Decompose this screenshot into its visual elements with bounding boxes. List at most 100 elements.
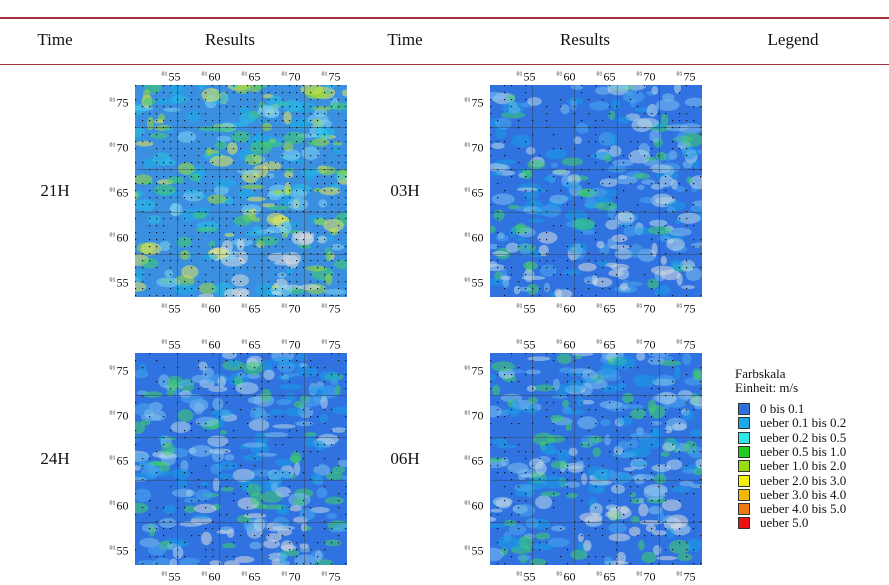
wind-vector xyxy=(679,183,681,185)
wind-vector xyxy=(191,500,193,502)
wind-vector xyxy=(574,360,576,362)
wind-vector xyxy=(497,528,499,530)
wind-vector xyxy=(198,148,200,150)
wind-vector xyxy=(511,85,513,87)
wind-vector xyxy=(212,225,214,227)
terrain-patch xyxy=(490,225,496,234)
terrain-patch xyxy=(492,496,513,507)
wind-vector xyxy=(177,479,179,481)
wind-vector xyxy=(205,134,207,136)
wind-vector xyxy=(581,402,583,404)
terrain-patch xyxy=(325,471,344,481)
tick-prefix: 01 xyxy=(464,455,471,462)
wind-vector xyxy=(191,148,193,150)
tick-number: 55 xyxy=(168,301,181,316)
terrain-patch xyxy=(256,236,279,246)
wind-vector xyxy=(686,267,688,269)
terrain-patch xyxy=(656,555,678,561)
wind-vector xyxy=(345,106,347,108)
map-tick-label: 0155 xyxy=(465,276,484,291)
terrain-patch xyxy=(490,523,507,528)
wind-vector xyxy=(700,253,702,255)
terrain-patch xyxy=(314,440,326,451)
terrain-patch xyxy=(318,165,336,176)
wind-vector xyxy=(693,549,695,551)
terrain-patch xyxy=(573,136,582,145)
wind-vector xyxy=(191,267,193,269)
terrain-patch xyxy=(605,504,619,511)
terrain-patch xyxy=(142,89,151,100)
wind-vector xyxy=(303,374,305,376)
wind-vector xyxy=(289,204,291,206)
terrain-patch xyxy=(310,550,325,561)
wind-vector xyxy=(261,451,263,453)
tick-prefix: 01 xyxy=(161,339,168,346)
wind-vector xyxy=(233,360,235,362)
terrain-patch xyxy=(599,178,618,187)
wind-vector xyxy=(623,190,625,192)
wind-vector xyxy=(317,183,319,185)
wind-vector xyxy=(205,556,207,558)
wind-vector xyxy=(679,120,681,122)
wind-vector xyxy=(310,99,312,101)
wind-vector xyxy=(261,134,263,136)
map-tick-label: 0175 xyxy=(677,338,696,353)
wind-vector xyxy=(539,155,541,157)
wind-vector xyxy=(296,204,298,206)
terrain-patch xyxy=(195,227,218,233)
map-tick-label: 0155 xyxy=(465,544,484,559)
wind-vector xyxy=(289,183,291,185)
wind-vector xyxy=(637,141,639,143)
wind-vector xyxy=(142,204,144,206)
tick-prefix: 01 xyxy=(516,71,523,78)
wind-vector xyxy=(233,134,235,136)
wind-vector xyxy=(254,267,256,269)
wind-vector xyxy=(219,106,221,108)
wind-vector xyxy=(303,204,305,206)
wind-vector xyxy=(331,274,333,276)
wind-vector xyxy=(268,556,270,558)
wind-vector xyxy=(567,549,569,551)
wind-vector xyxy=(338,493,340,495)
map-tick-label: 0170 xyxy=(465,409,484,424)
terrain-patch xyxy=(161,442,175,456)
wind-vector xyxy=(602,169,604,171)
wind-vector xyxy=(644,395,646,397)
header-rule xyxy=(0,64,889,65)
wind-vector xyxy=(616,106,618,108)
wind-vector xyxy=(490,155,492,157)
terrain-patch xyxy=(193,503,217,514)
wind-vector xyxy=(310,141,312,143)
wind-vector xyxy=(149,288,151,290)
wind-vector xyxy=(602,556,604,558)
wind-vector xyxy=(504,267,506,269)
wind-vector xyxy=(518,528,520,530)
wind-vector xyxy=(525,246,527,248)
wind-vector xyxy=(637,204,639,206)
tick-number: 55 xyxy=(523,569,536,584)
wind-vector xyxy=(553,388,555,390)
terrain-patch xyxy=(226,528,235,538)
tick-prefix: 01 xyxy=(161,303,168,310)
terrain-patch xyxy=(222,353,237,360)
wind-vector xyxy=(567,381,569,383)
wind-vector xyxy=(170,106,172,108)
wind-vector xyxy=(665,239,667,241)
terrain-patch xyxy=(171,488,196,498)
wind-vector xyxy=(275,183,277,185)
wind-vector xyxy=(240,204,242,206)
wind-vector xyxy=(233,493,235,495)
wind-vector xyxy=(156,106,158,108)
wind-vector xyxy=(170,162,172,164)
terrain-patch xyxy=(689,429,702,437)
wind-vector xyxy=(149,274,151,276)
terrain-patch xyxy=(179,557,201,565)
wind-vector xyxy=(581,169,583,171)
wind-vector xyxy=(525,274,527,276)
wind-vector xyxy=(560,395,562,397)
wind-vector xyxy=(338,190,340,192)
terrain-patch xyxy=(594,201,618,211)
wind-vector xyxy=(317,288,319,290)
wind-vector xyxy=(345,360,347,362)
terrain-patch xyxy=(234,85,251,94)
